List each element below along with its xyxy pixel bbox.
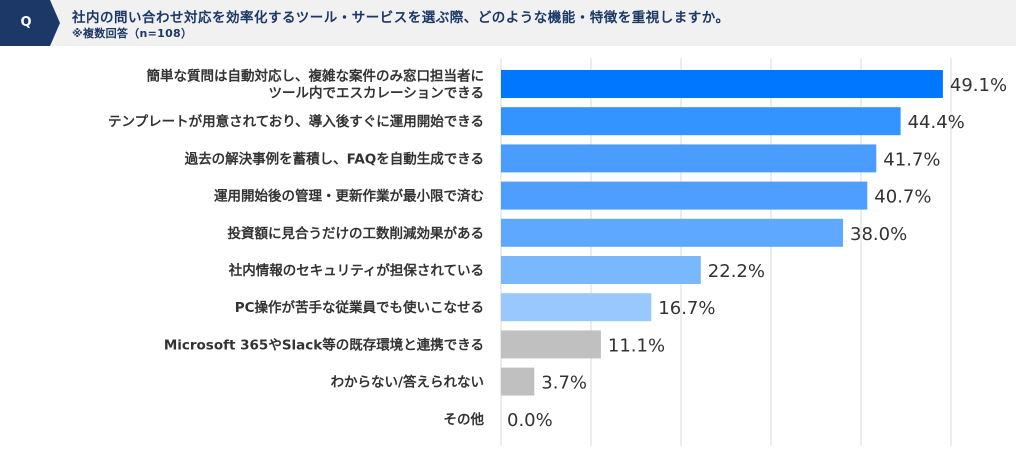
bar <box>501 218 843 247</box>
value-label: 49.1% <box>950 75 1007 96</box>
value-label: 44.4% <box>908 112 965 133</box>
category-label: 社内情報のセキュリティが担保されている <box>228 262 484 279</box>
category-label: わからない/答えられない <box>331 374 484 391</box>
category-label: テンプレートが用意されており、導入後すぐに運用開始できる <box>108 113 484 130</box>
bar <box>501 293 652 322</box>
value-label: 40.7% <box>874 187 931 208</box>
category-label: Microsoft 365やSlack等の既存環境と連携できる <box>164 336 484 353</box>
value-label: 16.7% <box>658 298 715 319</box>
question-badge: Q <box>0 0 60 46</box>
value-label: 3.7% <box>541 373 587 394</box>
category-label: その他 <box>444 411 485 428</box>
value-label: 38.0% <box>850 224 907 245</box>
badge-arrow-shape <box>0 0 60 46</box>
bar <box>501 107 901 136</box>
value-label: 41.7% <box>883 149 940 170</box>
question-subtitle: ※複数回答（n=108） <box>72 27 193 40</box>
category-label: 運用開始後の管理・更新作業が最小限で済む <box>214 188 484 205</box>
bar <box>501 367 535 396</box>
category-label: 簡単な質問は自動対応し、複雑な案件のみ窓口担当者に <box>147 68 485 85</box>
bar <box>501 256 701 284</box>
question-title: 社内の問い合わせ対応を効率化するツール・サービスを選ぶ際、どのような機能・特徴を… <box>72 10 730 26</box>
bar <box>501 181 868 210</box>
value-label: 0.0% <box>507 410 553 431</box>
category-label: ツール内でエスカレーションできる <box>269 85 484 102</box>
value-label: 11.1% <box>608 335 665 356</box>
question-header: Q 社内の問い合わせ対応を効率化するツール・サービスを選ぶ際、どのような機能・特… <box>0 0 1016 46</box>
question-badge-letter: Q <box>20 15 32 30</box>
category-label: PC操作が苦手な従業員でも使いこなせる <box>235 299 484 316</box>
bars <box>501 70 943 396</box>
value-label: 22.2% <box>708 261 765 282</box>
category-label: 投資額に見合うだけの工数削減効果がある <box>228 225 485 242</box>
value-labels: 49.1% 44.4% 41.7% 40.7% 38.0% 22.2% 16.7% 11.1%… <box>507 75 1007 431</box>
category-labels: 簡単な質問は自動対応し、複雑な案件のみ窓口担当者にツール内でエスカレーションでき… <box>108 68 484 428</box>
bar <box>501 144 877 173</box>
bar <box>501 330 601 359</box>
bar <box>501 70 943 98</box>
category-label: 過去の解決事例を蓄積し、FAQを自動生成できる <box>184 150 484 167</box>
